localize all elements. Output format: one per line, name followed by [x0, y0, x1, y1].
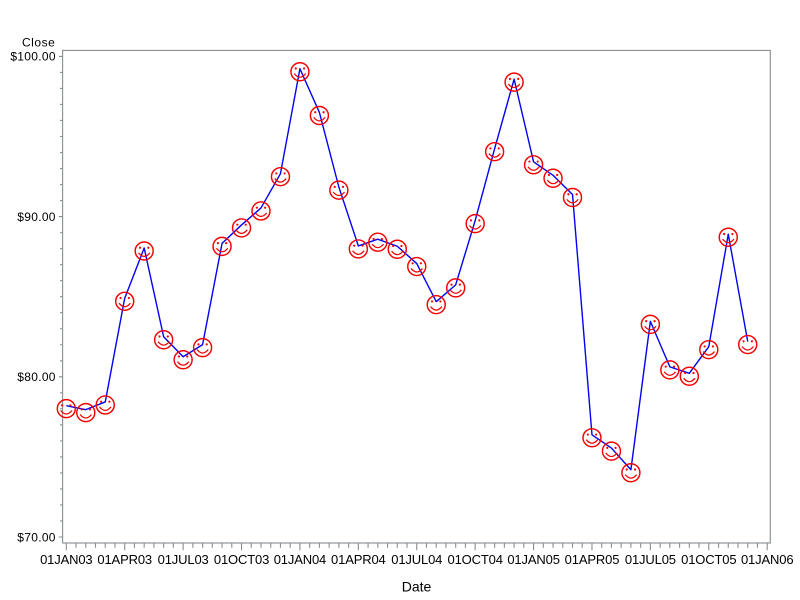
svg-text:Date: Date	[402, 579, 432, 595]
svg-text:01APR04: 01APR04	[331, 552, 386, 567]
svg-text:01JAN03: 01JAN03	[40, 552, 92, 567]
svg-text:01JUL05: 01JUL05	[625, 552, 676, 567]
svg-text:01OCT04: 01OCT04	[448, 552, 503, 567]
svg-text:Close: Close	[22, 36, 55, 50]
svg-text:01APR03: 01APR03	[97, 552, 152, 567]
svg-text:01JUL04: 01JUL04	[391, 552, 442, 567]
svg-text:01OCT05: 01OCT05	[681, 552, 736, 567]
svg-text:01JAN05: 01JAN05	[507, 552, 559, 567]
svg-text:01APR05: 01APR05	[565, 552, 620, 567]
svg-text:$70.00: $70.00	[17, 530, 56, 544]
svg-text:01JUL03: 01JUL03	[158, 552, 209, 567]
svg-text:01OCT03: 01OCT03	[214, 552, 269, 567]
svg-text:$80.00: $80.00	[17, 370, 56, 384]
svg-text:01JAN06: 01JAN06	[741, 552, 793, 567]
svg-text:$100.00: $100.00	[10, 50, 56, 64]
svg-text:$90.00: $90.00	[17, 210, 56, 224]
svg-text:01JAN04: 01JAN04	[274, 552, 326, 567]
